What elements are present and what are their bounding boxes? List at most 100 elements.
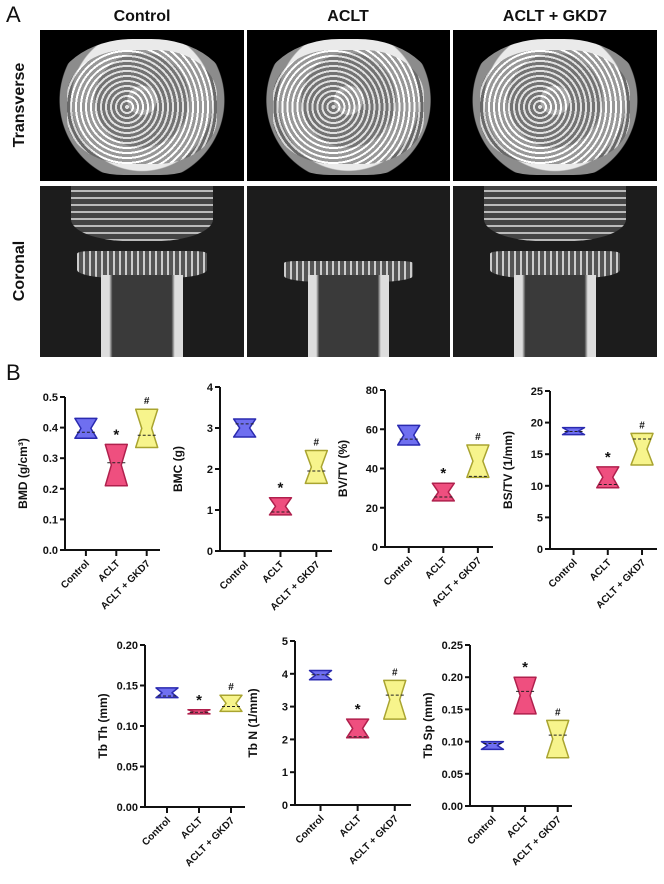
significance-mark: # [392,667,398,678]
y-axis-label: BMD (g/cm³) [16,438,30,509]
y-tick-label: 0.00 [442,801,463,813]
y-tick-label: 80 [366,385,378,397]
panel-b-label: B [6,360,21,385]
violin-0 [397,424,421,446]
significance-mark: * [278,480,284,497]
violin-1 [513,676,537,715]
x-tick-label: Control [140,815,173,848]
significance-mark: # [475,432,481,443]
ct-transverse-aclt [247,30,450,181]
y-tick-label: 25 [531,386,543,398]
violin-2 [466,444,490,479]
ct-coronal-control [40,186,244,357]
violin-0 [232,418,257,438]
chart-0: 0.0 0.1 0.2 0.3 0.4 0.5 BMD (g/cm³) Control ACLT… [16,392,160,612]
ct-transverse-control [40,30,244,181]
y-tick-label: 0 [537,544,543,556]
y-axis-label: Tb N (1/mm) [246,688,260,757]
y-tick-label: 0.10 [117,721,138,733]
significance-mark: # [228,682,234,693]
x-tick-label: ACLT [505,814,531,840]
significance-mark: # [555,707,561,718]
y-tick-label: 0.20 [117,640,138,652]
column-header-aclt-gkd7: ACLT + GKD7 [502,8,608,25]
significance-mark: * [196,692,202,709]
significance-mark: # [144,396,150,407]
y-tick-label: 0.0 [43,545,58,557]
significance-mark: * [440,465,446,482]
y-tick-label: 1 [207,505,213,517]
y-tick-label: 20 [531,418,543,430]
y-tick-label: 5 [282,636,288,648]
violin-1 [345,718,370,739]
violin-1 [104,443,129,487]
violin-2 [219,694,243,713]
violin-1 [268,496,293,516]
y-tick-label: 0.15 [442,704,463,716]
violin-0 [155,687,179,699]
chart-4: 0.00 0.05 0.10 0.15 0.20 Tb Th (mm) Control ACL… [96,640,245,869]
y-tick-label: 0.2 [43,484,58,496]
x-tick-label: ACLT [96,558,122,584]
significance-mark: # [314,438,320,449]
y-tick-label: 0.20 [442,672,463,684]
ct-transverse-aclt-gkd7 [453,30,657,181]
x-tick-label: ACLT [423,555,449,581]
y-tick-label: 0.05 [442,769,463,781]
y-axis-label: Tb Sp (mm) [421,693,435,759]
x-tick-label: ACLT [338,813,364,839]
x-tick-label: ACLT [588,557,614,583]
significance-mark: * [355,701,361,718]
y-tick-label: 0.4 [43,423,59,435]
panel-a-label: A [6,2,21,27]
significance-mark: # [639,420,645,431]
violin-2 [383,679,407,720]
y-tick-label: 0 [207,546,213,558]
y-tick-label: 3 [207,423,213,435]
column-header-control: Control [113,8,171,25]
y-tick-label: 0.05 [117,762,138,774]
y-tick-label: 40 [366,464,378,476]
y-tick-label: 20 [366,503,378,515]
y-tick-label: 5 [537,512,543,524]
x-tick-label: Control [294,813,327,846]
y-tick-label: 2 [207,464,213,476]
violin-2 [134,408,159,449]
violin-0 [561,426,586,436]
y-axis-label: Tb Th (mm) [96,693,110,758]
violin-2 [545,719,570,759]
y-tick-label: 0.5 [43,392,58,404]
y-tick-label: 0.10 [442,737,463,749]
y-tick-label: 0.15 [117,681,138,693]
ct-coronal-aclt-gkd7 [453,186,657,357]
y-tick-label: 0.25 [442,640,463,652]
violin-0 [74,417,98,440]
x-tick-label: Control [218,559,251,592]
y-tick-label: 0.3 [43,453,58,465]
y-axis-label: BMC (g) [171,446,185,492]
y-tick-label: 0 [282,800,288,812]
violin-1 [187,709,211,715]
x-tick-label: ACLT [179,815,205,841]
y-tick-label: 1 [282,767,288,779]
column-header-aclt: ACLT [327,8,369,25]
chart-6: 0.00 0.05 0.10 0.15 0.20 0.25 Tb Sp (mm) Contro… [421,640,572,868]
y-tick-label: 0 [372,542,378,554]
x-tick-label: Control [59,558,92,591]
y-tick-label: 4 [282,669,289,681]
y-tick-label: 10 [531,481,543,493]
y-tick-label: 15 [531,449,543,461]
significance-mark: * [605,449,611,466]
violin-0 [480,740,505,751]
y-tick-label: 2 [282,734,288,746]
violin-1 [431,482,456,502]
x-tick-label: Control [466,814,499,847]
y-axis-label: BV/TV (%) [336,440,350,497]
significance-mark: * [113,426,119,443]
